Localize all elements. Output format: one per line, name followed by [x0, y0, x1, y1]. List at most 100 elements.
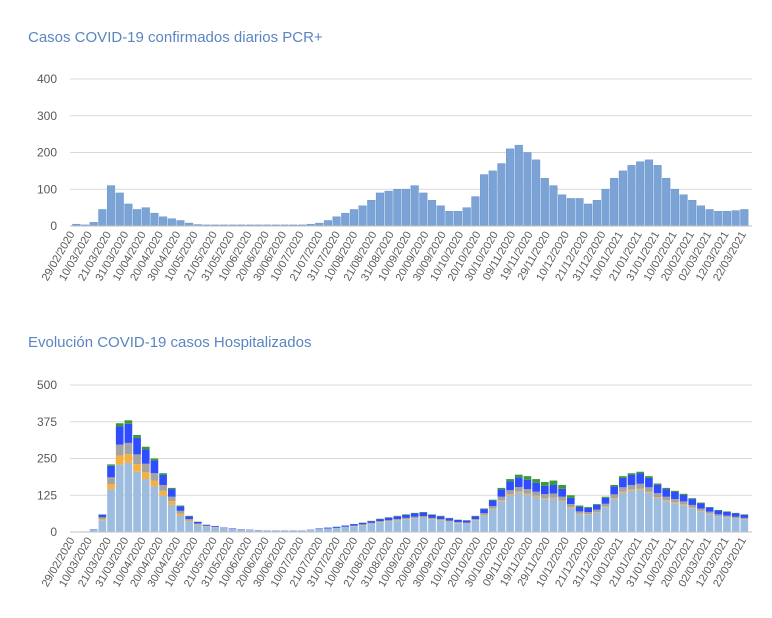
bar-series-4	[107, 464, 115, 466]
bar	[471, 196, 480, 227]
bar-series-3	[133, 437, 141, 455]
bar-series-4	[714, 509, 723, 511]
bar-series-4	[514, 474, 523, 478]
bar-series-0	[315, 529, 324, 532]
bar-series-3	[740, 514, 749, 518]
bar-series-3	[540, 485, 549, 495]
bar-series-2	[740, 517, 749, 520]
y-tick-label: 100	[37, 182, 57, 196]
bar	[497, 163, 506, 227]
bar-series-4	[705, 507, 714, 508]
bar-series-0	[350, 526, 358, 532]
bar-series-2	[714, 514, 723, 517]
bar-series-2	[506, 490, 514, 495]
bar-series-4	[523, 476, 532, 480]
bar-series-0	[454, 523, 462, 532]
bar-series-3	[350, 524, 358, 526]
bar-series-3	[228, 528, 237, 530]
bar-series-3	[566, 497, 575, 505]
bar-series-0	[246, 530, 254, 532]
bar-series-0	[211, 527, 219, 532]
bar-series-4	[645, 476, 653, 478]
bar-series-1	[514, 491, 523, 493]
bar-series-3	[150, 460, 159, 474]
bar-series-3	[575, 507, 584, 512]
bar-series-3	[653, 484, 662, 494]
y-tick-label: 200	[37, 146, 57, 160]
bar-series-3	[185, 516, 193, 520]
bar-series-0	[324, 528, 332, 532]
bar-series-3	[549, 484, 558, 494]
bar-series-0	[653, 497, 662, 532]
bar-series-2	[193, 523, 202, 525]
y-tick-label: 0	[50, 219, 57, 233]
bar-series-3	[558, 488, 566, 497]
bar	[662, 178, 671, 227]
bar-series-0	[367, 524, 376, 532]
bar-series-0	[627, 490, 636, 532]
bar	[644, 159, 653, 227]
bar-series-3	[393, 516, 402, 520]
bar-series-0	[124, 462, 133, 532]
bar	[636, 161, 645, 227]
bar-series-3	[384, 517, 393, 521]
bar-series-4	[185, 515, 193, 517]
bar-series-3	[376, 519, 384, 522]
bar-series-3	[601, 497, 610, 504]
bar-series-3	[367, 521, 376, 523]
bar-series-0	[714, 516, 723, 532]
bar-series-3	[714, 510, 723, 515]
bar-series-2	[167, 496, 176, 502]
bar	[731, 210, 740, 227]
bar-series-1	[671, 502, 679, 504]
y-tick-label: 300	[37, 109, 57, 123]
bar-series-2	[558, 496, 566, 501]
bar-series-3	[159, 474, 167, 485]
bar-series-3	[497, 489, 506, 497]
bar	[488, 170, 497, 227]
bar-series-2	[593, 509, 601, 513]
bar-series-0	[289, 530, 298, 532]
bar-series-4	[601, 496, 610, 498]
chart-2-title: Evolución COVID-19 casos Hospitalizados	[28, 334, 311, 351]
bar-series-0	[497, 501, 506, 532]
bar-series-0	[740, 519, 749, 532]
bar-series-4	[679, 493, 688, 495]
bar	[679, 194, 688, 227]
chart-2-hospitalized: 012525037550029/02/202010/03/202021/03/2…	[37, 378, 752, 589]
bar-series-2	[540, 494, 549, 499]
bar-series-2	[697, 508, 705, 511]
bar	[532, 159, 541, 227]
bar-series-0	[167, 504, 176, 532]
bar-series-2	[688, 504, 697, 508]
bar-series-0	[506, 495, 514, 532]
bar-series-0	[540, 499, 549, 532]
bar	[445, 211, 454, 227]
bar-series-1	[627, 489, 636, 491]
bar	[462, 207, 471, 227]
bar-series-1	[593, 512, 601, 513]
bar-series-3	[454, 519, 462, 523]
bar-series-4	[436, 515, 445, 517]
bar-series-1	[697, 510, 705, 512]
bar	[592, 200, 601, 227]
bar-series-2	[133, 454, 141, 465]
bar-series-2	[723, 515, 731, 518]
bar-series-2	[124, 442, 133, 455]
bar-series-3	[436, 516, 445, 520]
bar-series-3	[506, 481, 514, 491]
bar-series-1	[497, 500, 506, 502]
bar-series-2	[653, 493, 662, 498]
bar-series-0	[341, 527, 350, 532]
bar-series-1	[601, 506, 610, 508]
bar	[610, 178, 619, 227]
bar-series-2	[532, 491, 540, 496]
bar-series-1	[107, 484, 115, 490]
bar-series-3	[619, 477, 627, 488]
bar-series-3	[688, 499, 697, 505]
bar-series-2	[731, 516, 740, 519]
bar-series-3	[697, 503, 705, 509]
bar-series-0	[566, 507, 575, 532]
bar-series-2	[428, 517, 436, 520]
